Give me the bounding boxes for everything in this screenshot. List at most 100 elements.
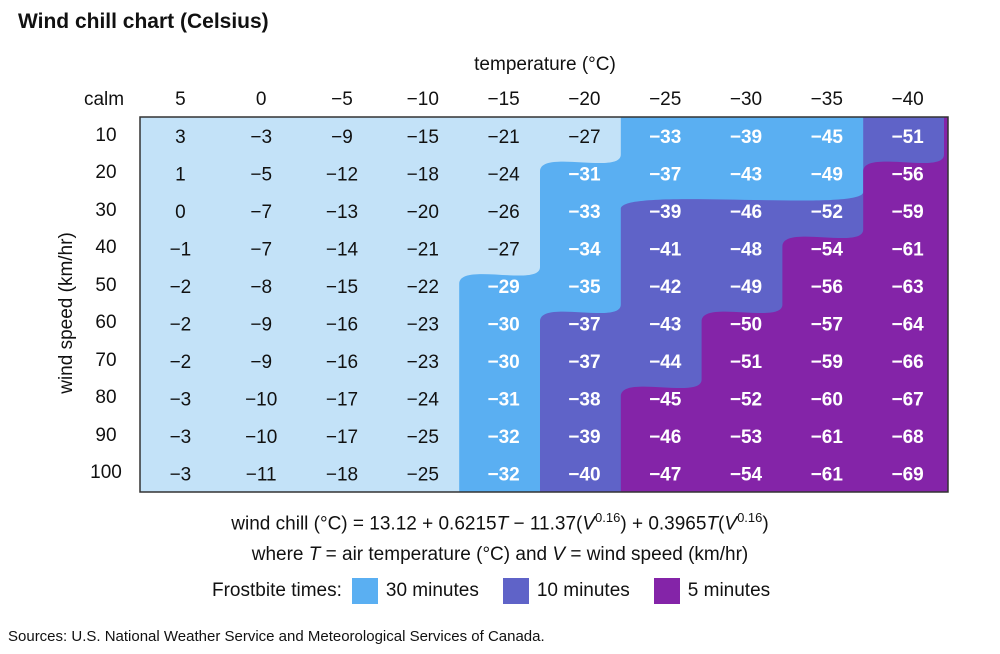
- cell-value: −54: [730, 464, 763, 485]
- cell-value: −21: [487, 127, 519, 148]
- cell-value: −21: [407, 239, 439, 260]
- cell-value: −48: [730, 239, 762, 260]
- cell-value: −9: [331, 127, 353, 148]
- cell-value: −2: [170, 352, 192, 373]
- cell-value: −10: [245, 427, 277, 448]
- cell-value: −27: [487, 239, 519, 260]
- temperature-tick: −10: [406, 89, 439, 110]
- x-axis-title: temperature (°C): [474, 54, 616, 75]
- cell-value: −14: [326, 239, 359, 260]
- cell-value: −68: [891, 427, 923, 448]
- cell-value: −50: [730, 314, 762, 335]
- cell-value: −7: [250, 202, 272, 223]
- cell-value: −52: [730, 389, 762, 410]
- legend-item-30-minutes: 30 minutes: [342, 578, 479, 604]
- cell-value: −61: [811, 427, 844, 448]
- cell-value: −69: [891, 464, 923, 485]
- temperature-tick: −35: [810, 89, 843, 110]
- cell-value: −49: [730, 277, 762, 298]
- cell-value: −29: [487, 277, 519, 298]
- legend-label-30-minutes: 30 minutes: [385, 580, 479, 601]
- cell-value: −22: [407, 277, 439, 298]
- cell-value: −64: [891, 314, 924, 335]
- cell-value: −67: [891, 389, 923, 410]
- cell-value: −23: [407, 352, 439, 373]
- cell-value: −56: [811, 277, 843, 298]
- cell-value: −37: [568, 352, 600, 373]
- wind-speed-tick: 40: [95, 237, 117, 259]
- cell-value: −59: [811, 352, 843, 373]
- cell-value: −47: [649, 464, 681, 485]
- cell-value: −39: [568, 427, 600, 448]
- wind-speed-tick: 90: [95, 424, 117, 446]
- cell-value: −46: [730, 202, 762, 223]
- cell-value: −30: [487, 352, 519, 373]
- cell-value: −53: [730, 427, 762, 448]
- wind-speed-tick: 20: [95, 162, 117, 184]
- cell-value: −33: [568, 202, 600, 223]
- temperature-tick: −5: [331, 89, 353, 110]
- legend-swatch-10-minutes: [502, 578, 529, 604]
- legend-label-10-minutes: 10 minutes: [536, 580, 630, 601]
- temperature-tick: −25: [649, 89, 682, 110]
- cell-value: −60: [811, 389, 843, 410]
- cell-value: −37: [649, 164, 681, 185]
- cell-value: −1: [170, 239, 192, 260]
- corner-label-calm: calm: [83, 89, 125, 110]
- cell-value: −51: [891, 127, 924, 148]
- cell-value: −8: [250, 277, 272, 298]
- cell-value: −32: [487, 464, 519, 485]
- cell-value: −12: [326, 164, 358, 185]
- cell-value: −27: [568, 127, 600, 148]
- cell-value: 3: [175, 127, 186, 148]
- cell-value: −7: [250, 239, 272, 260]
- cell-value: −61: [891, 239, 924, 260]
- wind-speed-tick: 70: [95, 349, 117, 371]
- cell-value: −39: [730, 127, 762, 148]
- legend-title: Frostbite times:: [212, 580, 342, 601]
- cell-value: −2: [170, 277, 192, 298]
- cell-value: 0: [175, 202, 186, 223]
- cell-value: −45: [811, 127, 844, 148]
- cell-value: −24: [407, 389, 440, 410]
- wind-speed-tick: 80: [95, 387, 117, 409]
- source-note: Sources: U.S. National Weather Service a…: [8, 628, 545, 645]
- cell-value: −31: [568, 164, 601, 185]
- cell-value: −3: [250, 127, 272, 148]
- cell-value: −57: [811, 314, 843, 335]
- temperature-tick: 5: [175, 89, 186, 110]
- cell-value: −45: [649, 389, 682, 410]
- cell-value: −9: [250, 352, 272, 373]
- cell-value: −52: [811, 202, 843, 223]
- cell-value: −3: [170, 427, 192, 448]
- cell-value: −5: [250, 164, 272, 185]
- cell-value: −3: [170, 389, 192, 410]
- cell-value: −18: [326, 464, 358, 485]
- cell-value: −16: [326, 314, 358, 335]
- frostbite-legend: Frostbite times: 30 minutes 10 minutes 5…: [212, 578, 784, 604]
- wind-speed-tick: 60: [95, 312, 117, 334]
- cell-value: −25: [407, 427, 439, 448]
- temperature-tick: 0: [255, 89, 267, 110]
- cell-value: −11: [246, 464, 277, 485]
- cell-value: −23: [407, 314, 439, 335]
- cell-value: −24: [487, 164, 520, 185]
- legend-item-10-minutes: 10 minutes: [493, 578, 630, 604]
- cell-value: −37: [568, 314, 600, 335]
- cell-value: −9: [250, 314, 272, 335]
- cell-value: −30: [487, 314, 519, 335]
- chart-title: Wind chill chart (Celsius): [18, 10, 269, 33]
- cell-value: −44: [649, 352, 682, 373]
- cell-value: −26: [487, 202, 519, 223]
- cell-value: 1: [175, 164, 186, 185]
- cell-value: −15: [407, 127, 439, 148]
- cell-value: −54: [811, 239, 844, 260]
- cell-value: −42: [649, 277, 681, 298]
- legend-swatch-5-minutes: [653, 578, 680, 604]
- legend-swatch-30-minutes: [351, 578, 378, 604]
- cell-value: −33: [649, 127, 681, 148]
- grid-border: [139, 116, 949, 493]
- cell-value: −43: [730, 164, 762, 185]
- cell-value: −56: [891, 164, 923, 185]
- wind-speed-tick: 100: [90, 462, 122, 484]
